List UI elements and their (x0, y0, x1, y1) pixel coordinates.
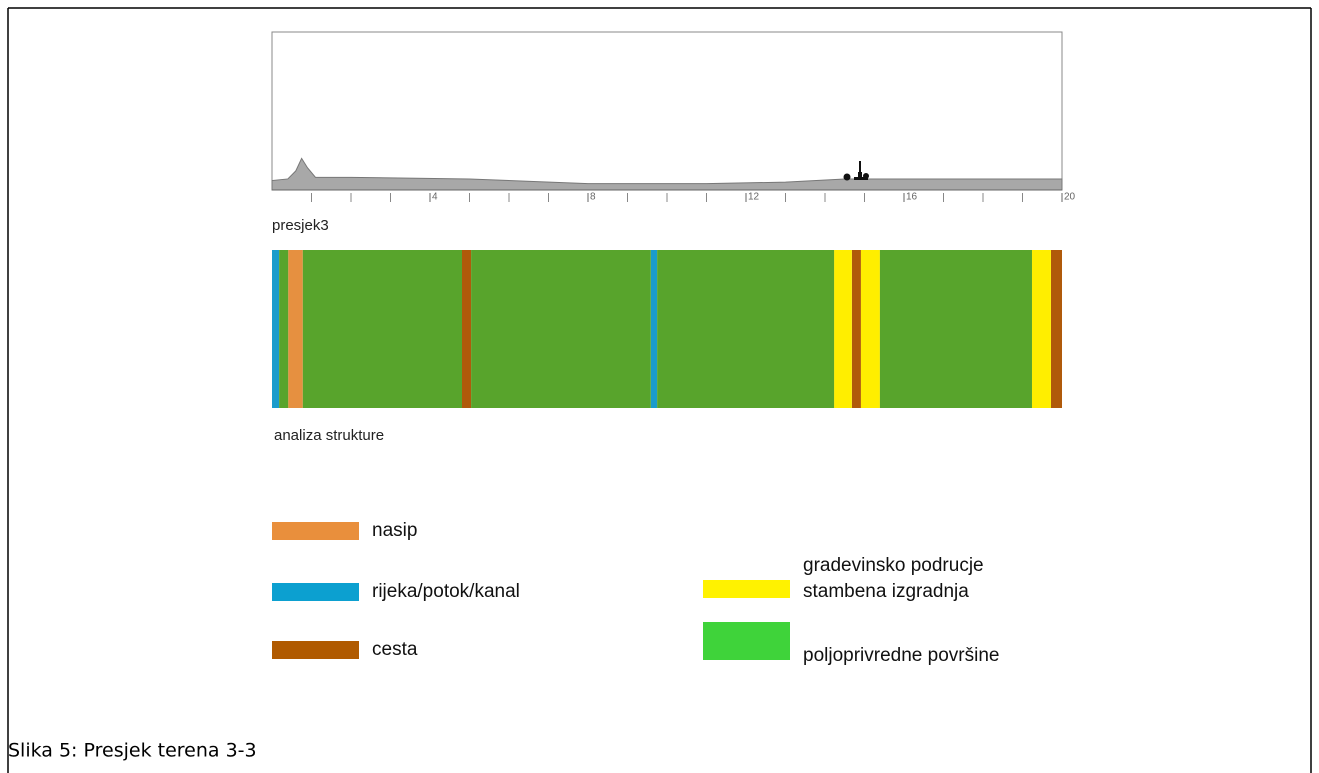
profile-label: presjek3 (272, 217, 329, 234)
legend-label: rijeka/potok/kanal (372, 581, 520, 602)
strip-segment (1031, 250, 1051, 408)
tick-label: 12 (748, 192, 760, 203)
tick-label: 4 (432, 192, 438, 203)
legend-label: poljoprivredne površine (803, 645, 999, 666)
strip-segment (471, 250, 651, 408)
legend-label: cesta (372, 639, 418, 660)
legend-swatch (272, 641, 359, 659)
strip-segment (1050, 250, 1062, 408)
tick-label: 8 (590, 192, 596, 203)
legend-swatch (272, 583, 359, 601)
caption: Slika 5: Presjek terena 3-3 (8, 740, 257, 762)
strip-segment (288, 250, 303, 408)
legend-label: nasip (372, 520, 417, 541)
profile: 4 8 12 16 20 (271, 157, 1076, 203)
strip-segment (860, 250, 880, 408)
strip-segment (461, 250, 472, 408)
strip-segment (851, 250, 861, 408)
legend-swatch (703, 622, 790, 660)
legend-swatch (272, 522, 359, 540)
terrain (271, 157, 1063, 191)
buildings (843, 161, 869, 181)
strip-segment (879, 250, 1032, 408)
profile-box (271, 31, 1063, 191)
structure-strip (272, 250, 1062, 408)
strip-segment (657, 250, 835, 408)
strip-segment (279, 250, 289, 408)
legend-label: stambena izgradnja (803, 581, 969, 602)
legend-label: gradevinsko podrucje (803, 555, 984, 576)
legend: nasip rijeka/potok/kanal cesta gradevinsko … (272, 520, 999, 666)
legend-swatch (703, 580, 790, 598)
tick-label: 16 (906, 192, 918, 203)
strip-segment (272, 250, 280, 408)
strip-segment (302, 250, 462, 408)
strip-segment (834, 250, 852, 408)
frame (7, 7, 1312, 773)
structure-label: analiza strukture (274, 427, 384, 444)
strip-segment (650, 250, 658, 408)
tick-label: 20 (1064, 192, 1076, 203)
